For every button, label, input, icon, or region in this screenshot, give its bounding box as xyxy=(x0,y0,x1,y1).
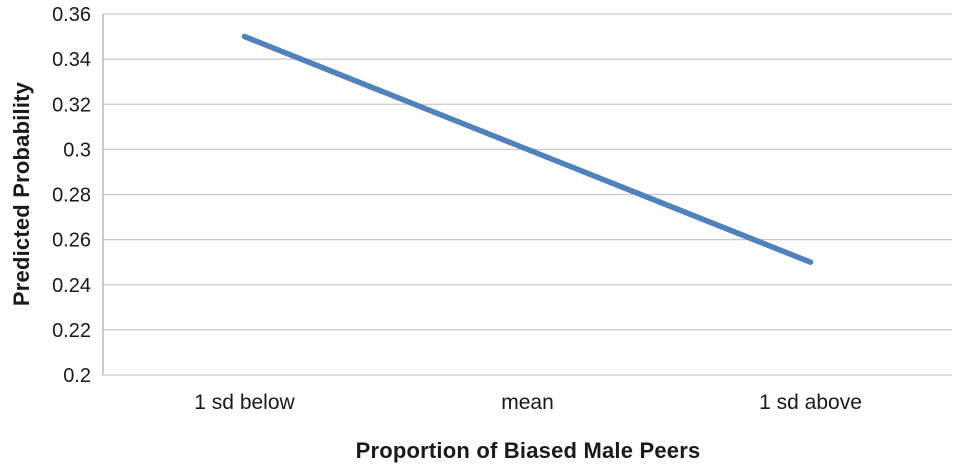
y-tick-label: 0.3 xyxy=(63,139,91,161)
y-tick-label: 0.2 xyxy=(63,365,91,387)
x-tick-label: 1 sd above xyxy=(759,391,862,414)
y-tick-label: 0.36 xyxy=(52,4,91,26)
y-tick-label: 0.24 xyxy=(52,275,91,297)
y-tick-label: 0.34 xyxy=(52,49,91,71)
x-tick-label: mean xyxy=(501,391,554,414)
y-tick-label: 0.22 xyxy=(52,320,91,342)
x-tick-label: 1 sd below xyxy=(194,391,295,414)
y-tick-label: 0.32 xyxy=(52,94,91,116)
y-tick-label: 0.26 xyxy=(52,230,91,252)
y-axis-title: Predicted Probability xyxy=(9,81,34,307)
series-line xyxy=(241,33,814,265)
x-axis-title: Proportion of Biased Male Peers xyxy=(355,438,701,463)
y-tick-label: 0.28 xyxy=(52,185,91,207)
